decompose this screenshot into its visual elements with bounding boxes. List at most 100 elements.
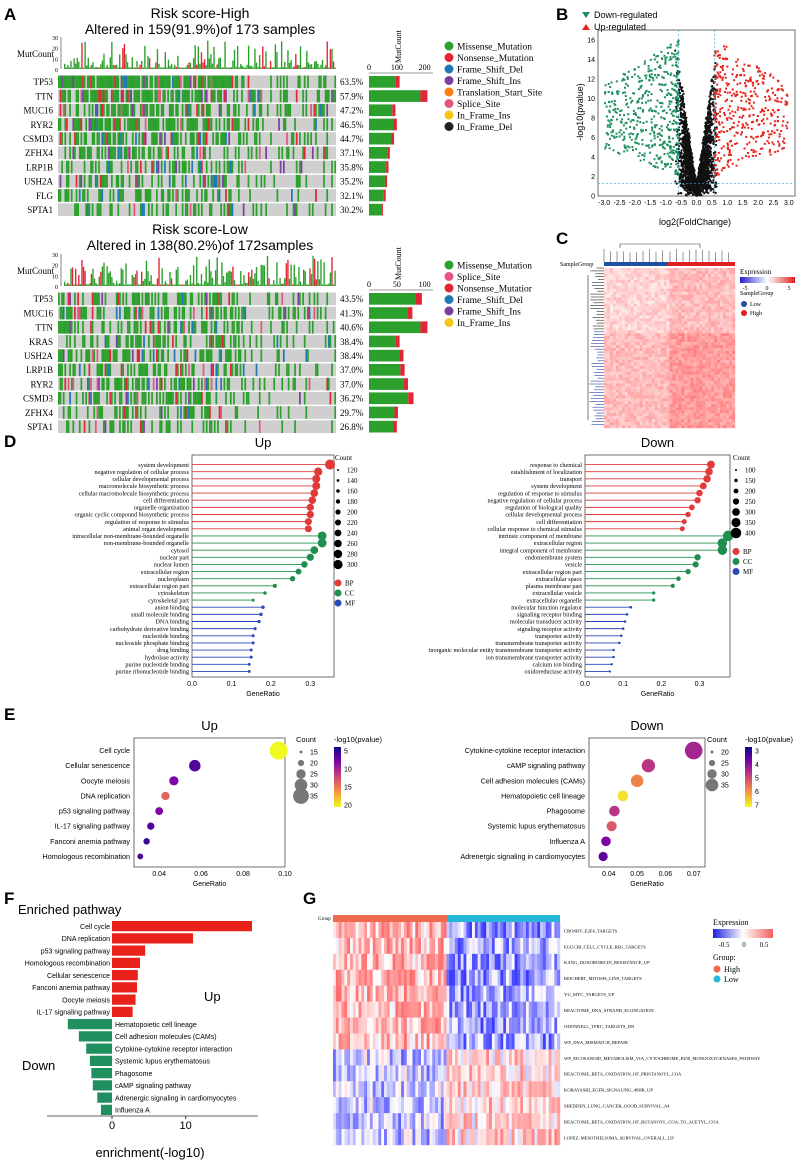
mutcount-bar [186,65,189,69]
volcano-point-ns [701,190,704,193]
volcano-point-ns [704,164,707,167]
mutation-cell [69,132,71,145]
volcano-point-sig [668,146,671,149]
mutation-cell [199,349,202,362]
mutation-cell [181,363,184,377]
volcano-point-sig [718,160,721,163]
mutation-cell [191,89,194,103]
volcano-point-sig [609,85,612,88]
mutation-cell [192,406,195,419]
mutation-cell [90,75,92,89]
mutation-cell [75,391,78,405]
legend-label: Splice_Site [457,273,500,283]
volcano-point-sig [645,144,648,147]
mutation-cell [157,89,160,103]
mutation-cell [157,292,160,306]
mutation-cell [162,89,165,103]
volcano-point-sig [676,41,679,44]
mutation-cell [221,174,224,188]
mutcount-bar [208,58,211,69]
mutation-cell [282,320,285,334]
mutation-cell [184,363,187,377]
mutcount-bar [178,284,181,286]
mutation-cell [58,363,60,377]
volcano-point-sig [739,82,742,85]
volcano-point-sig [780,84,783,87]
volcano-point-sig [660,125,663,128]
mutation-cell [175,75,178,89]
volcano-point-ns [707,156,710,159]
mutation-cell [210,174,213,188]
mutcount-bar [329,49,332,69]
mutation-cell [143,391,145,405]
mutation-cell [218,189,221,202]
volcano-point-sig [718,90,721,93]
volcano-point-sig [663,141,666,144]
mutation-cell [88,174,91,188]
mutation-cell [61,160,63,174]
mutation-cell [98,75,100,89]
mutation-cell [157,335,160,348]
volcano-point-sig [667,127,670,130]
volcano-point-sig [649,99,652,102]
panel-label-c: C [556,229,568,248]
volcano-point-sig [761,81,764,84]
mutcount-bar [114,65,116,69]
mutation-cell [173,118,176,131]
volcano-point-sig [677,172,680,175]
mutation-cell [138,377,141,391]
mutation-cell [181,320,184,334]
mutcount-bar [126,284,129,286]
mutation-cell [194,391,197,405]
mutation-cell [91,349,94,362]
mutation-cell [143,377,145,391]
mutation-cell [284,306,287,320]
volcano-point-sig [760,135,763,138]
mutation-cell [102,420,105,433]
mutation-cell [135,189,137,202]
mutation-cell [157,306,160,320]
mutation-cell [207,103,210,117]
mutation-cell [220,203,223,216]
mutation-cell [189,132,192,145]
volcano-point-sig [603,92,606,95]
mutation-cell [106,132,108,145]
mutation-cell [281,377,284,391]
volcano-point-ns [709,147,712,150]
mutation-cell [66,306,68,320]
mutation-cell [91,335,94,348]
mutcount-bar [186,279,189,286]
mutation-cell [96,203,99,216]
mutation-cell [237,306,240,320]
mutation-cell [120,160,123,174]
volcano-point-sig [714,91,717,94]
mutation-cell [225,132,227,145]
gene-percent: 40.6% [340,323,364,333]
volcano-point-sig [763,142,766,145]
volcano-point-sig [668,135,671,138]
volcano-point-sig [757,70,760,73]
mutation-cell [286,75,288,89]
mutation-cell [117,189,120,202]
mutcount-bar [280,41,283,69]
volcano-point-sig [764,96,767,99]
volcano-point-sig [656,135,659,138]
mutation-cell [107,160,110,174]
volcano-point-sig [730,153,733,156]
mutation-cell [189,118,192,131]
volcano-point-sig [629,120,632,123]
mutation-cell [212,174,214,188]
mutation-cell [173,377,176,391]
mutation-cell [204,75,206,89]
volcano-point-sig [677,136,680,139]
mutcount-bar [273,67,275,69]
mutation-cell [67,406,70,419]
volcano-point-sig [730,94,733,97]
mutation-cell [223,160,226,174]
mutation-cell [66,160,68,174]
mutcount-bar [153,67,155,69]
mutation-cell [229,420,232,433]
volcano-point-sig [733,134,736,137]
mutation-cell [173,146,176,160]
volcano-point-sig [777,100,780,103]
